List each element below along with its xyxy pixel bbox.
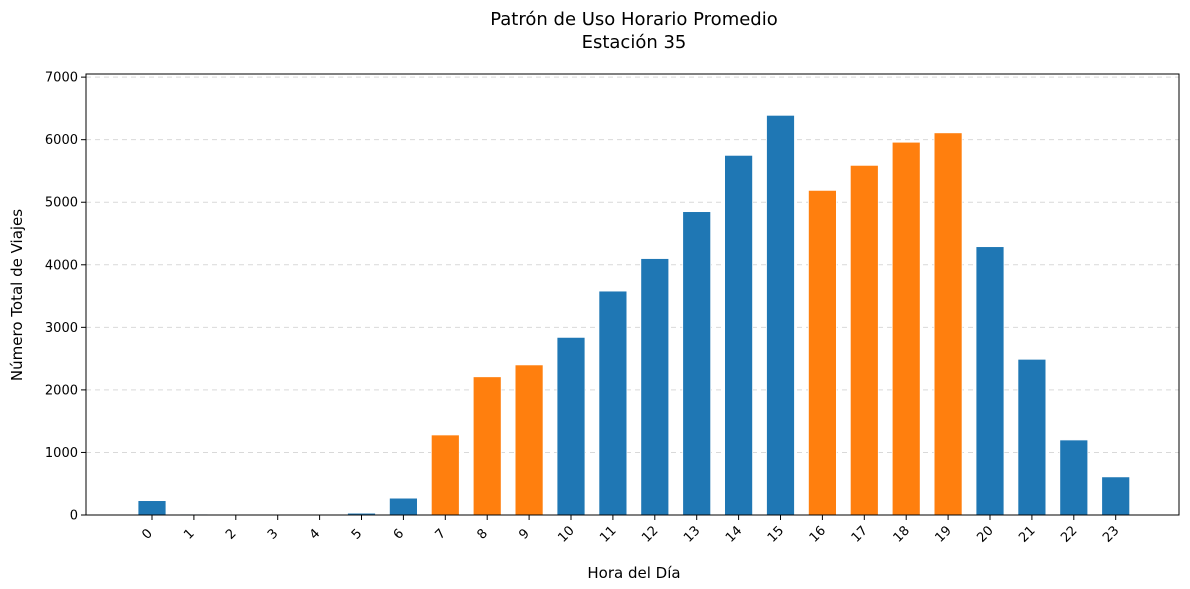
x-tick-label: 5 bbox=[349, 526, 365, 542]
bar-hour-21 bbox=[1017, 358, 1047, 516]
bar-hour-0 bbox=[137, 500, 167, 516]
bar-hour-12 bbox=[640, 258, 670, 516]
y-tick-label: 6000 bbox=[45, 133, 78, 148]
bar-hour-11 bbox=[598, 290, 628, 516]
x-tick-label: 0 bbox=[139, 526, 155, 542]
y-gridlines bbox=[86, 76, 1179, 453]
bar-hour-22 bbox=[1059, 439, 1089, 516]
x-tick-label: 17 bbox=[849, 523, 871, 545]
bar-hour-6 bbox=[388, 497, 418, 516]
y-tick-label: 7000 bbox=[45, 71, 78, 86]
x-axis-label: Hora del Día bbox=[587, 564, 680, 582]
y-tick-label: 1000 bbox=[45, 446, 78, 461]
x-tick-label: 10 bbox=[555, 523, 577, 545]
x-tick-label: 16 bbox=[807, 523, 829, 545]
x-tick-label: 9 bbox=[516, 526, 532, 542]
bar-hour-13 bbox=[682, 211, 712, 516]
bars bbox=[137, 114, 1131, 516]
bar-hour-17 bbox=[849, 164, 879, 516]
x-tick-label: 14 bbox=[723, 523, 745, 545]
x-tick-label: 21 bbox=[1016, 523, 1038, 545]
bar-hour-14 bbox=[724, 154, 753, 516]
bar-hour-23 bbox=[1101, 476, 1131, 516]
bar-hour-15 bbox=[766, 114, 795, 516]
bar-hour-18 bbox=[891, 141, 921, 516]
x-tick-label: 7 bbox=[433, 526, 449, 542]
bar-hour-8 bbox=[472, 376, 502, 516]
x-tick-label: 2 bbox=[223, 526, 239, 542]
bar-hour-9 bbox=[514, 364, 544, 516]
bar-hour-7 bbox=[430, 434, 460, 516]
x-tick-label: 11 bbox=[597, 523, 619, 545]
bar-hour-10 bbox=[556, 336, 586, 516]
x-tick-label: 23 bbox=[1100, 523, 1122, 545]
x-tick-label: 22 bbox=[1058, 523, 1080, 545]
y-tick-label: 3000 bbox=[45, 321, 78, 336]
x-tick-label: 13 bbox=[681, 523, 703, 545]
x-tick-label: 15 bbox=[765, 523, 787, 545]
chart-subtitle: Estación 35 bbox=[582, 32, 687, 53]
x-tick-label: 12 bbox=[639, 523, 661, 545]
x-tick-label: 18 bbox=[891, 523, 913, 545]
y-tick-label: 5000 bbox=[45, 196, 78, 211]
x-tick-label: 4 bbox=[307, 526, 323, 542]
chart-title: Patrón de Uso Horario Promedio bbox=[490, 9, 778, 30]
bar-hour-20 bbox=[975, 246, 1005, 516]
x-tick-label: 20 bbox=[974, 523, 996, 545]
x-tick-label: 8 bbox=[474, 526, 490, 542]
y-tick-label: 4000 bbox=[45, 258, 78, 273]
x-axis: 0 1 2 3 4 5 6 7 8 9 10 11 12 13 14 15 16 17 18 19 20 21 22 23 bbox=[139, 515, 1122, 546]
y-axis: 0 1000 2000 3000 4000 5000 6000 7000 bbox=[45, 71, 86, 524]
y-tick-label: 2000 bbox=[45, 383, 78, 398]
y-axis-label: Número Total de Viajes bbox=[8, 209, 26, 381]
x-tick-label: 6 bbox=[391, 526, 407, 542]
x-tick-label: 19 bbox=[932, 523, 954, 545]
x-tick-label: 3 bbox=[265, 526, 281, 542]
y-tick-label: 0 bbox=[70, 509, 78, 524]
bar-hour-19 bbox=[933, 132, 963, 516]
x-tick-label: 1 bbox=[181, 526, 197, 542]
plot-frame bbox=[85, 73, 1180, 516]
bar-hour-16 bbox=[808, 189, 837, 516]
